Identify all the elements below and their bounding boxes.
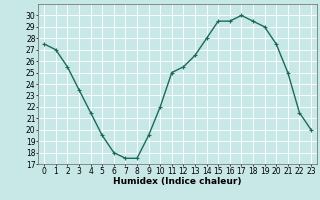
X-axis label: Humidex (Indice chaleur): Humidex (Indice chaleur): [113, 177, 242, 186]
